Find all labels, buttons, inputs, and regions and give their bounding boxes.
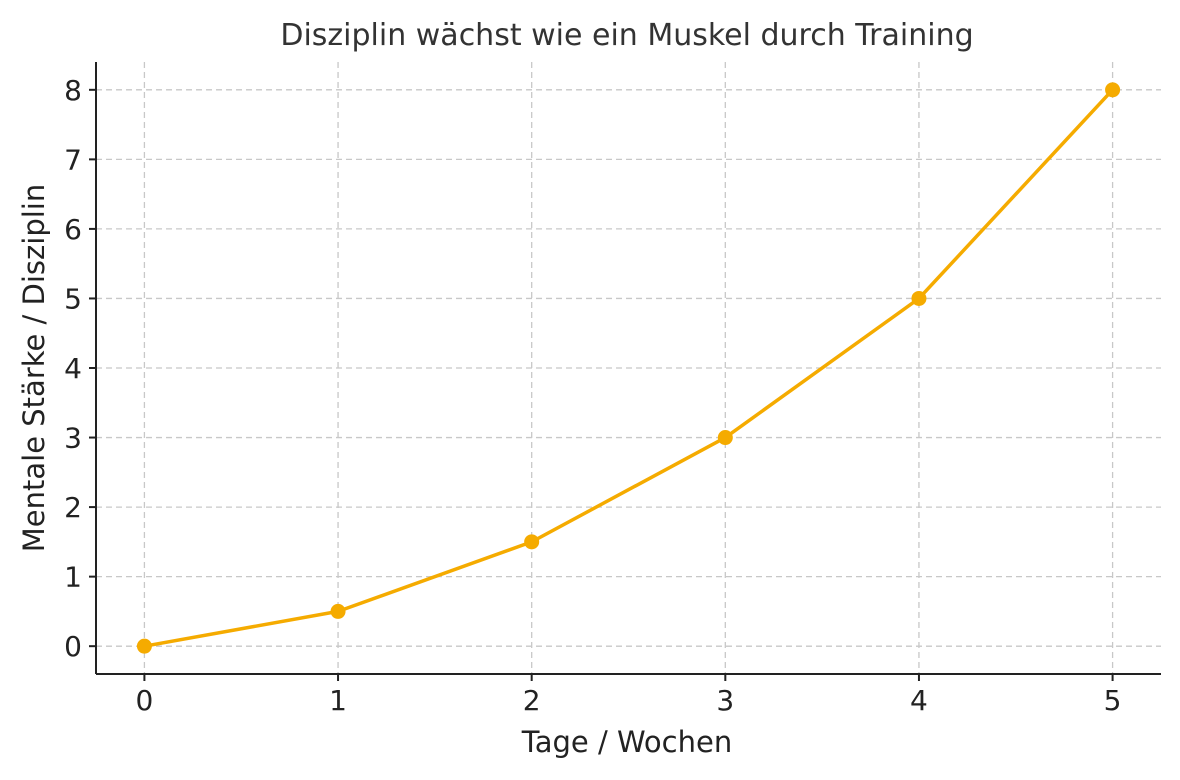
x-tick-label: 0 xyxy=(135,684,153,717)
data-point xyxy=(524,534,540,550)
x-tick-label: 5 xyxy=(1104,684,1122,717)
x-tick-label: 4 xyxy=(910,684,928,717)
series-line xyxy=(142,88,1115,648)
y-axis-label: Mentale Stärke / Disziplin xyxy=(17,184,51,552)
x-tick-label: 3 xyxy=(716,684,734,717)
data-point xyxy=(911,290,927,306)
y-tick-label: 4 xyxy=(64,352,82,385)
data-point xyxy=(717,430,733,446)
y-tick-label: 8 xyxy=(64,74,82,107)
grid-lines xyxy=(96,62,1161,674)
data-point xyxy=(330,603,346,619)
y-tick-label: 2 xyxy=(64,491,82,524)
data-point xyxy=(1105,82,1121,98)
y-tick-label: 6 xyxy=(64,213,82,246)
y-tick-label: 7 xyxy=(64,143,82,176)
x-ticks: 0 1 2 3 4 5 xyxy=(135,674,1122,717)
y-tick-label: 5 xyxy=(64,282,82,315)
data-point xyxy=(136,638,152,654)
y-tick-label: 3 xyxy=(64,422,82,455)
chart-title: Disziplin wächst wie ein Muskel durch Tr… xyxy=(280,18,973,53)
y-tick-label: 0 xyxy=(64,630,82,663)
x-tick-label: 2 xyxy=(523,684,541,717)
y-tick-label: 1 xyxy=(64,561,82,594)
x-tick-label: 1 xyxy=(329,684,347,717)
y-ticks: 0 1 2 3 4 5 6 7 8 xyxy=(64,74,96,663)
x-axis-label: Tage / Wochen xyxy=(521,725,732,759)
data-series xyxy=(136,82,1121,654)
